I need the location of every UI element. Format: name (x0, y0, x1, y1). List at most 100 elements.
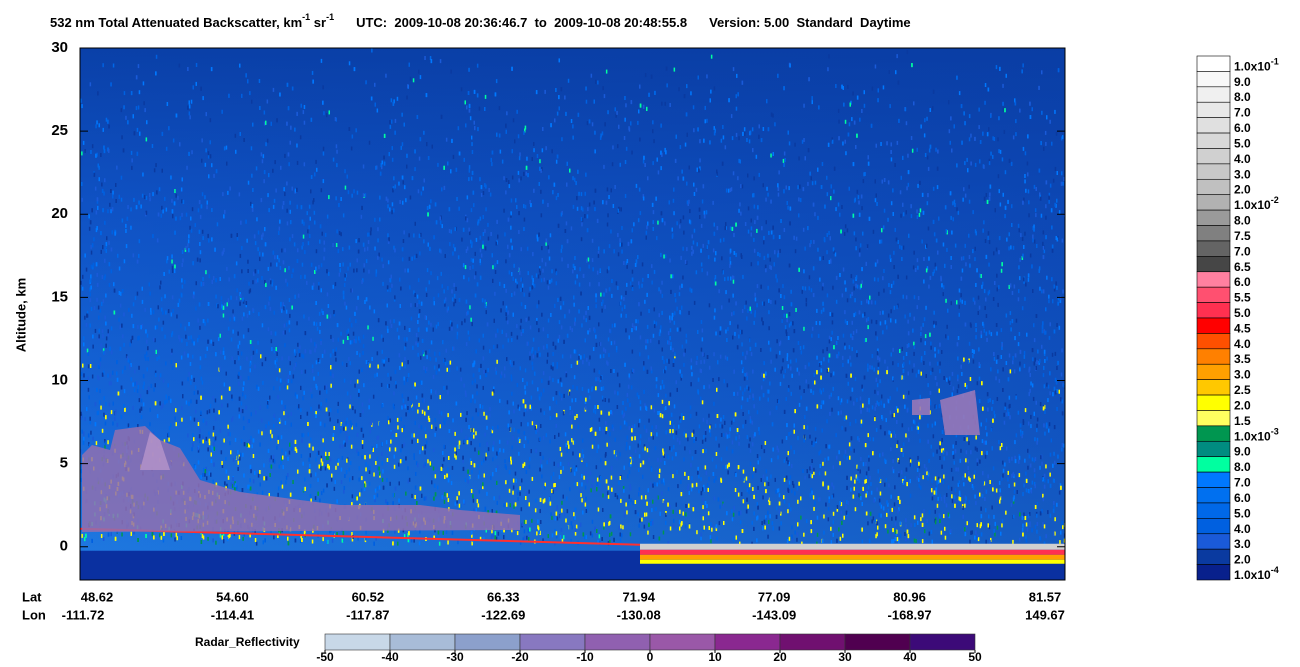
texture (644, 403, 646, 408)
texture (88, 443, 91, 448)
texture (466, 311, 468, 316)
texture (242, 416, 245, 421)
texture (340, 331, 342, 336)
texture (315, 322, 318, 327)
texture (351, 532, 353, 536)
texture (411, 493, 413, 498)
texture (237, 450, 239, 454)
texture (428, 349, 431, 354)
texture (838, 450, 840, 455)
texture (457, 255, 460, 260)
texture (988, 262, 990, 267)
texture (1029, 388, 1031, 393)
texture (765, 515, 767, 520)
texture (918, 483, 920, 488)
texture (985, 418, 988, 423)
texture (331, 473, 333, 478)
texture (1061, 171, 1063, 176)
texture (180, 536, 183, 540)
texture (529, 457, 531, 462)
texture (810, 465, 813, 470)
texture (847, 359, 849, 364)
texture (254, 241, 257, 246)
texture (168, 437, 170, 442)
texture (465, 393, 467, 398)
texture (926, 521, 929, 526)
texture (223, 146, 226, 151)
texture (1042, 522, 1044, 527)
texture (856, 350, 858, 355)
texture (535, 424, 538, 429)
texture (876, 202, 878, 206)
texture (583, 475, 585, 480)
texture (413, 433, 415, 438)
texture (856, 397, 858, 402)
texture (611, 293, 613, 298)
texture (321, 308, 323, 313)
texture (189, 416, 192, 421)
texture (843, 102, 845, 107)
texture (850, 487, 852, 492)
texture (483, 411, 485, 416)
texture (788, 480, 791, 485)
texture (880, 504, 883, 509)
texture (1036, 417, 1039, 422)
texture (267, 327, 270, 332)
texture (997, 369, 999, 374)
texture (968, 476, 970, 481)
texture (277, 439, 279, 444)
texture (608, 521, 610, 526)
texture (573, 440, 576, 445)
texture (997, 174, 1000, 179)
texture (923, 279, 925, 284)
texture (913, 515, 916, 520)
texture (952, 444, 954, 449)
texture (179, 216, 182, 221)
texture (882, 276, 884, 281)
texture (104, 178, 106, 183)
texture (525, 171, 527, 176)
texture (83, 342, 85, 347)
texture (181, 212, 183, 217)
texture (322, 537, 324, 542)
texture (918, 212, 921, 217)
texture (853, 313, 855, 318)
texture (591, 533, 594, 538)
texture (804, 475, 806, 480)
texture (417, 320, 419, 324)
texture (599, 426, 601, 431)
texture (876, 351, 879, 356)
texture (1002, 460, 1004, 465)
texture (572, 176, 574, 181)
texture (943, 456, 945, 461)
texture (318, 281, 320, 286)
texture (700, 532, 702, 537)
texture (1043, 404, 1046, 409)
texture (335, 357, 337, 362)
texture (810, 240, 812, 244)
texture (879, 239, 881, 244)
texture (417, 337, 420, 342)
texture (968, 114, 971, 119)
texture (794, 530, 796, 535)
texture (1040, 213, 1043, 218)
texture (833, 189, 835, 194)
texture (534, 508, 537, 513)
texture (309, 483, 312, 488)
texture (285, 475, 288, 480)
texture (579, 489, 581, 493)
texture (977, 537, 980, 542)
texture (403, 376, 405, 381)
texture (247, 180, 250, 185)
texture (859, 493, 861, 498)
texture (916, 209, 918, 214)
texture (964, 193, 967, 198)
texture (979, 492, 981, 497)
texture (658, 287, 660, 292)
texture (945, 298, 947, 303)
texture (472, 363, 474, 368)
texture (990, 332, 993, 337)
texture (689, 209, 691, 214)
texture (576, 482, 579, 487)
texture (850, 476, 852, 481)
